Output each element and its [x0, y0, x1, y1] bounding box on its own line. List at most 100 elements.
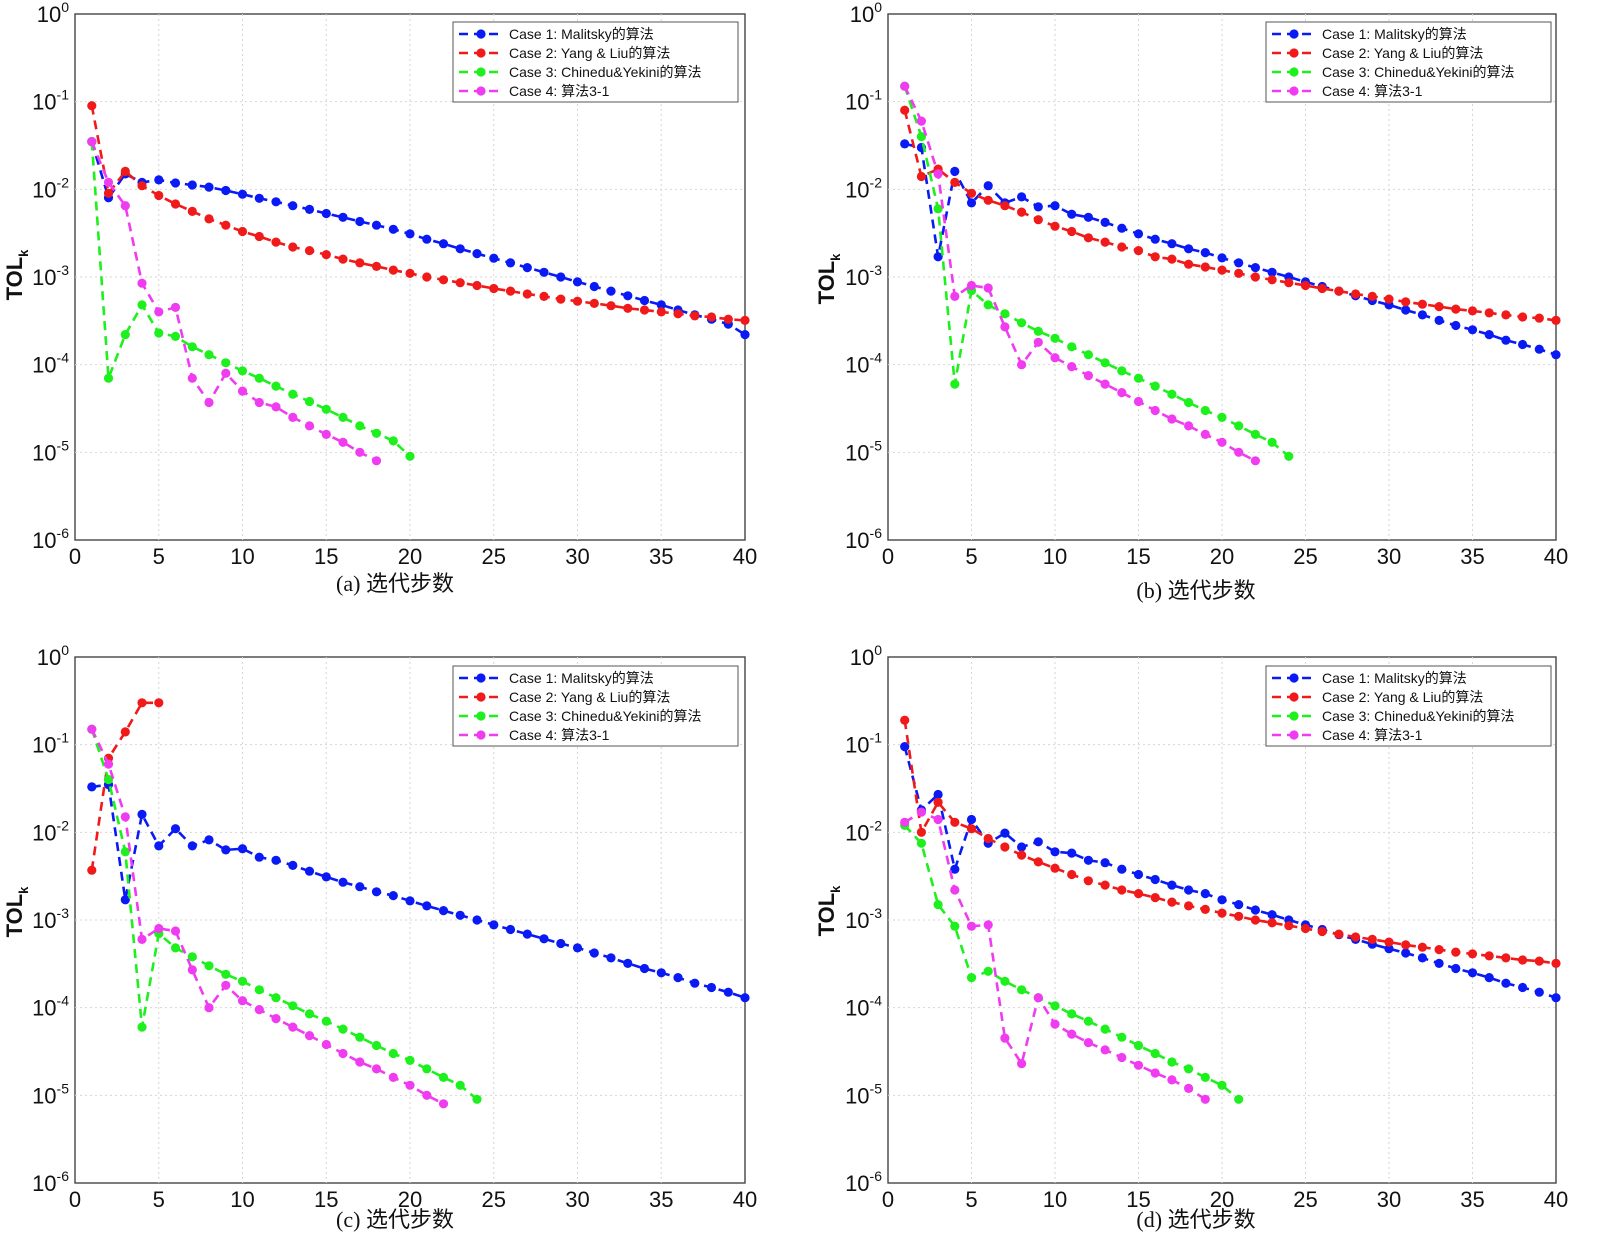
data-point-case-3: [254, 373, 264, 383]
data-point-case-2: [1401, 297, 1411, 307]
data-point-case-2: [438, 275, 449, 285]
x-tick-label: 15: [314, 544, 338, 569]
y-tick-label: 100: [850, 642, 882, 670]
legend-swatch-marker: [1289, 730, 1299, 740]
data-point-case-2: [900, 105, 910, 115]
data-point-case-1: [388, 891, 398, 901]
y-tick-label: 10-3: [845, 262, 882, 290]
data-point-case-1: [572, 277, 583, 287]
data-point-case-1: [187, 841, 197, 851]
data-point-case-2: [572, 296, 583, 306]
y-tick-label: 10-2: [32, 817, 69, 845]
data-point-case-3: [271, 993, 281, 1003]
data-point-case-4: [154, 307, 164, 317]
data-point-case-2: [1317, 926, 1327, 937]
data-point-case-4: [1017, 360, 1027, 370]
legend-entry: Case 4: 算法3-1: [509, 83, 610, 99]
data-point-case-1: [740, 993, 750, 1003]
data-point-case-4: [271, 402, 281, 412]
data-point-case-2: [1200, 904, 1210, 915]
data-point-case-4: [1000, 1033, 1010, 1043]
data-point-case-1: [1267, 267, 1277, 277]
data-point-case-1: [1067, 848, 1077, 858]
data-point-case-1: [489, 920, 499, 930]
data-point-case-4: [1117, 1052, 1127, 1063]
data-point-case-2: [950, 817, 960, 827]
data-point-case-2: [1284, 278, 1294, 288]
data-point-case-1: [1100, 858, 1110, 868]
data-point-case-1: [1401, 305, 1411, 315]
data-point-case-1: [539, 267, 549, 277]
data-point-case-1: [1384, 944, 1394, 954]
data-point-case-3: [338, 1024, 348, 1034]
data-point-case-3: [120, 330, 130, 340]
panel-caption: (a) 选代步数: [336, 571, 454, 596]
data-point-case-2: [1434, 945, 1444, 955]
data-point-case-4: [154, 923, 164, 934]
data-point-case-4: [1217, 437, 1227, 447]
x-tick-label: 20: [398, 1187, 422, 1212]
data-point-case-3: [950, 921, 960, 931]
data-point-case-3: [221, 969, 231, 979]
data-point-case-1: [1133, 229, 1144, 239]
data-point-case-2: [522, 289, 532, 299]
data-point-case-1: [321, 208, 331, 219]
data-point-case-3: [1067, 342, 1077, 352]
data-point-case-3: [103, 775, 114, 785]
data-point-case-1: [1017, 842, 1027, 852]
data-point-case-2: [1000, 842, 1010, 852]
data-point-case-2: [1401, 940, 1411, 950]
data-point-case-2: [1050, 221, 1060, 231]
data-point-case-1: [204, 182, 214, 192]
data-point-case-1: [1401, 948, 1411, 958]
data-point-case-2: [1100, 237, 1110, 247]
data-point-case-1: [606, 286, 616, 296]
data-point-case-4: [371, 456, 382, 466]
data-point-case-3: [371, 428, 382, 438]
series-line-case-4: [90, 141, 378, 462]
data-point-case-1: [966, 198, 977, 208]
data-point-case-1: [154, 175, 164, 185]
data-point-case-3: [103, 373, 114, 383]
data-point-case-1: [87, 782, 97, 792]
data-point-case-4: [422, 1090, 432, 1100]
data-point-case-3: [1267, 437, 1277, 447]
data-point-case-4: [170, 926, 181, 936]
y-tick-label: 100: [850, 0, 882, 27]
data-point-case-4: [1083, 371, 1093, 381]
data-point-case-2: [556, 294, 566, 304]
legend: Case 1: Malitsky的算法 Case 2: Yang & Liu的算法…: [1265, 665, 1552, 747]
data-point-case-4: [321, 429, 331, 439]
legend-entry: Case 1: Malitsky的算法: [1322, 26, 1467, 42]
data-point-case-1: [1217, 895, 1227, 905]
data-point-case-1: [1217, 253, 1227, 263]
data-point-case-4: [1000, 322, 1010, 332]
data-point-case-3: [1067, 1009, 1077, 1019]
x-tick-label: 30: [1377, 1187, 1401, 1212]
data-point-case-3: [438, 1072, 449, 1082]
legend-swatch-marker: [476, 86, 486, 96]
data-point-case-2: [1367, 934, 1377, 945]
data-point-case-2: [1033, 215, 1043, 225]
data-point-case-1: [1117, 223, 1127, 233]
data-point-case-4: [355, 447, 365, 457]
data-point-case-3: [1083, 350, 1093, 360]
data-point-case-3: [1217, 412, 1227, 422]
data-point-case-1: [422, 234, 432, 244]
legend-swatch-marker: [1289, 48, 1299, 58]
data-point-case-2: [740, 315, 750, 325]
data-point-case-1: [933, 252, 943, 262]
data-point-case-2: [1267, 918, 1277, 928]
data-point-case-1: [455, 244, 465, 254]
data-point-case-1: [288, 201, 298, 211]
data-point-case-2: [1250, 272, 1260, 282]
data-point-case-1: [1250, 905, 1260, 915]
data-point-case-3: [966, 973, 977, 983]
x-tick-label: 15: [314, 1187, 338, 1212]
data-point-case-3: [237, 976, 248, 986]
data-point-case-3: [321, 1016, 331, 1026]
legend-swatch-marker: [476, 730, 486, 740]
data-point-case-2: [1467, 306, 1478, 316]
data-point-case-1: [522, 929, 532, 939]
data-point-case-1: [1184, 885, 1194, 895]
